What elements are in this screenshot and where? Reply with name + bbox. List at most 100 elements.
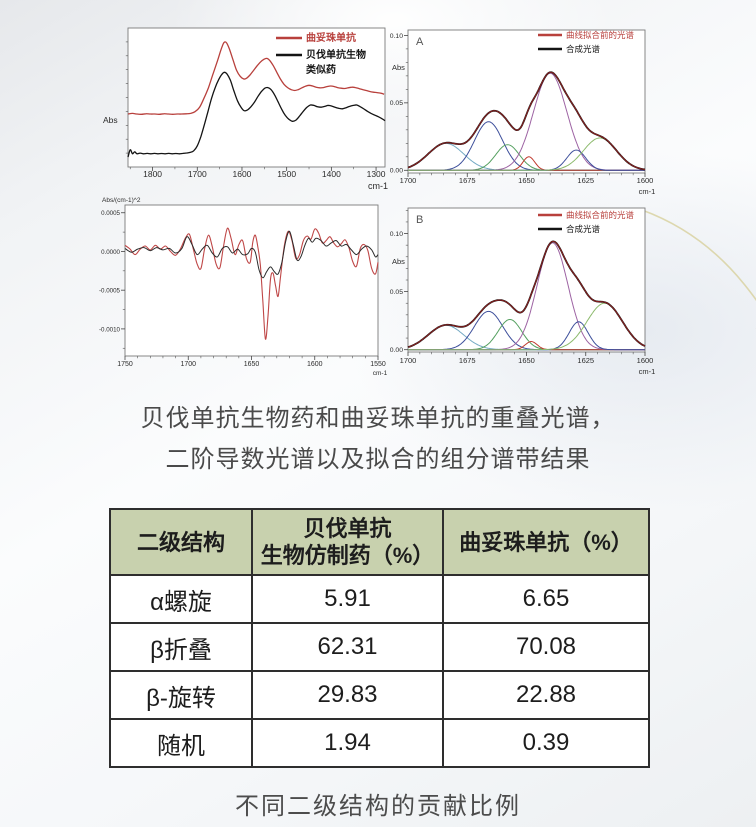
x-tick-label: 1675 xyxy=(459,356,476,365)
x-axis-label: cm-1 xyxy=(368,181,388,191)
y-axis: 0.0005 0.0000 -0.0005 -0.0010 Abs/(cm-1)^2 xyxy=(99,197,141,349)
table-row: 随机 1.94 0.39 xyxy=(109,718,650,768)
table-header-row: 二级结构 贝伐单抗 生物仿制药（%） 曲妥珠单抗（%） xyxy=(109,508,650,576)
secondary-structure-table: 二级结构 贝伐单抗 生物仿制药（%） 曲妥珠单抗（%） α螺旋 5.91 6.6… xyxy=(109,508,650,768)
col-header-biosimilar-line2: 生物仿制药（%） xyxy=(260,543,435,568)
x-tick-label: 1550 xyxy=(370,361,386,368)
trastuzumab-value-cell: 0.39 xyxy=(442,718,650,768)
x-tick-label: 1600 xyxy=(637,176,654,185)
figure-caption: 贝伐单抗生物药和曲妥珠单抗的重叠光谱， 二阶导数光谱以及拟合的组分谱带结果 xyxy=(0,398,756,480)
trastuzumab-value-cell: 70.08 xyxy=(442,622,650,672)
x-axis: 1700 1675 1650 1625 1600 cm-1 xyxy=(400,352,656,376)
structure-cell: β折叠 xyxy=(109,622,253,672)
x-tick-label: 1700 xyxy=(188,169,207,179)
y-tick-label: 0.05 xyxy=(390,100,403,107)
x-tick-label: 1750 xyxy=(117,361,133,368)
x-axis-label: cm-1 xyxy=(373,370,388,377)
trastuzumab-value-cell: 22.88 xyxy=(442,670,650,720)
y-tick-label: 0.00 xyxy=(390,347,403,354)
x-axis-label: cm-1 xyxy=(639,367,656,376)
structure-cell: β-旋转 xyxy=(109,670,253,720)
y-tick-label: 0.10 xyxy=(390,33,403,40)
x-tick-label: 1650 xyxy=(244,361,260,368)
structure-cell: 随机 xyxy=(109,718,253,768)
legend-label: 合成光谱 xyxy=(566,224,601,234)
biosimilar-value-cell: 5.91 xyxy=(251,574,444,624)
x-tick-label: 1800 xyxy=(143,169,162,179)
measured-spectrum xyxy=(407,71,646,170)
overlay-spectra-chart: 1800 1700 1600 1500 1400 1300 cm-1 Abs 曲妥珠单抗贝伐单抗… xyxy=(103,27,388,191)
biosimilar-value-cell: 1.94 xyxy=(251,718,444,768)
x-tick-label: 1500 xyxy=(277,169,296,179)
plot-frame xyxy=(407,207,646,353)
x-tick-label: 1625 xyxy=(577,356,594,365)
structure-cell: α螺旋 xyxy=(109,574,253,624)
x-axis-label: cm-1 xyxy=(639,187,656,196)
x-tick-label: 1700 xyxy=(180,361,196,368)
x-tick-label: 1650 xyxy=(518,356,535,365)
table-row: β-旋转 29.83 22.88 xyxy=(109,670,650,720)
panel-label: B xyxy=(416,214,423,226)
legend-label: 合成光谱 xyxy=(566,44,601,54)
col-header-biosimilar-line1: 贝伐单抗 xyxy=(303,516,392,541)
biosimilar-value-cell: 62.31 xyxy=(251,622,444,672)
x-axis: 1800 1700 1600 1500 1400 1300 cm-1 xyxy=(129,167,388,191)
legend-label: 曲妥珠单抗 xyxy=(306,31,356,44)
y-axis: 0.10 0.05 0.00 Abs xyxy=(390,33,408,175)
y-tick-label: 0.05 xyxy=(390,289,403,296)
x-tick-label: 1600 xyxy=(233,169,252,179)
table-row: β折叠 62.31 70.08 xyxy=(109,622,650,672)
legend-label: 曲线拟合前的光谱 xyxy=(566,30,635,40)
y-tick-label: 0.00 xyxy=(390,168,403,175)
plot-frame xyxy=(127,27,386,168)
plot-frame xyxy=(407,29,646,174)
y-axis-label: Abs/(cm-1)^2 xyxy=(102,197,141,204)
trastuzumab-value-cell: 6.65 xyxy=(442,574,650,624)
y-tick-label: 0.10 xyxy=(390,231,403,238)
series-trastuzumab-spectrum xyxy=(127,41,385,115)
x-tick-label: 1600 xyxy=(307,361,323,368)
x-tick-label: 1700 xyxy=(400,176,417,185)
legend-label: 曲线拟合前的光谱 xyxy=(566,210,635,220)
x-tick-label: 1625 xyxy=(577,176,594,185)
y-axis-label: Abs xyxy=(103,115,118,125)
y-tick-label: -0.0010 xyxy=(99,326,121,333)
figure-caption-line2: 二阶导数光谱以及拟合的组分谱带结果 xyxy=(165,446,591,473)
y-axis-label: Abs xyxy=(392,257,405,266)
table-row: α螺旋 5.91 6.65 xyxy=(109,574,650,624)
legend-label: 贝伐单抗生物 xyxy=(306,48,366,61)
y-axis-label: Abs xyxy=(392,63,405,72)
plot-frame xyxy=(124,204,379,357)
x-tick-label: 1700 xyxy=(400,356,417,365)
y-axis: Abs xyxy=(103,41,128,154)
legend-label: 类似药 xyxy=(306,63,336,76)
curve-fit-chart-a: 1700 1675 1650 1625 1600 cm-1 0.10 0.05 0.00 Abs A… xyxy=(390,29,656,196)
col-header-biosimilar: 贝伐单抗 生物仿制药（%） xyxy=(251,508,444,576)
x-tick-label: 1650 xyxy=(518,176,535,185)
col-header-structure: 二级结构 xyxy=(109,508,253,576)
figure-caption-line1: 贝伐单抗生物药和曲妥珠单抗的重叠光谱， xyxy=(140,405,616,432)
x-axis: 1750 1700 1650 1600 1550 cm-1 xyxy=(117,356,388,377)
series-bevacizumab-2nd-derivative xyxy=(124,230,379,279)
y-tick-label: -0.0005 xyxy=(99,288,121,295)
series-bevacizumab-biosimilar-spectrum xyxy=(127,71,386,158)
col-header-trastuzumab: 曲妥珠单抗（%） xyxy=(442,508,650,576)
y-axis: 0.10 0.05 0.00 Abs xyxy=(390,210,408,354)
x-tick-label: 1675 xyxy=(459,176,476,185)
y-tick-label: 0.0000 xyxy=(101,249,120,256)
x-tick-label: 1600 xyxy=(637,356,654,365)
y-tick-label: 0.0005 xyxy=(101,210,120,217)
table-caption: 不同二级结构的贡献比例 xyxy=(235,793,521,820)
measured-spectrum xyxy=(407,240,646,348)
x-tick-label: 1400 xyxy=(322,169,341,179)
biosimilar-value-cell: 29.83 xyxy=(251,670,444,720)
second-derivative-chart: 1750 1700 1650 1600 1550 cm-1 0.0005 0.0000 -0.0… xyxy=(99,197,388,377)
x-axis: 1700 1675 1650 1625 1600 cm-1 xyxy=(400,173,656,196)
curve-fit-chart-b: 1700 1675 1650 1625 1600 cm-1 0.10 0.05 0.00 Abs B… xyxy=(390,207,656,376)
panel-label: A xyxy=(416,36,424,48)
x-tick-label: 1300 xyxy=(367,169,386,179)
